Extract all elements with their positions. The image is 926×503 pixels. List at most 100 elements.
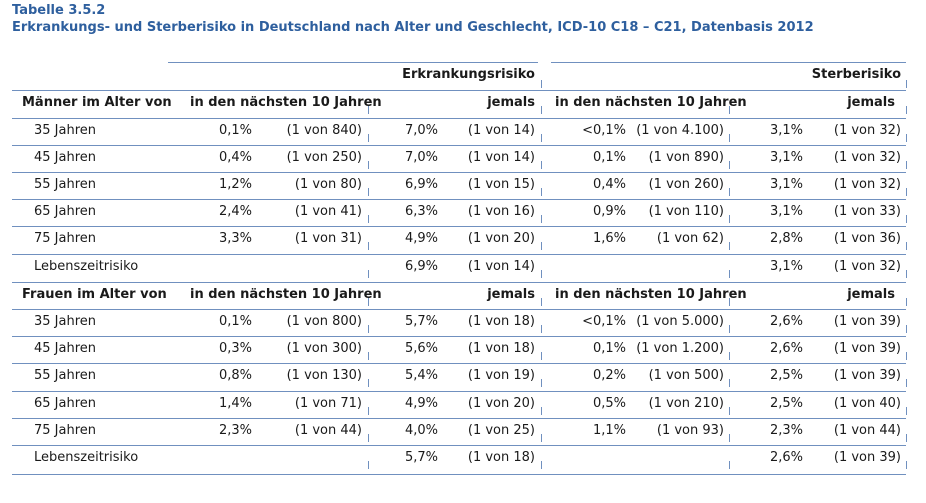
cell-sjp: 2,6% [769,450,803,465]
cell-e10n: (1 von 80) [294,177,362,192]
cell-divider-tick [729,134,730,142]
cell-divider-tick [906,80,907,88]
table-rule [551,62,906,63]
cell-s10p: <0,1% [582,123,626,138]
cell-sjp: 2,6% [769,341,803,356]
table-rule [12,474,906,475]
cell-ejn: (1 von 20) [467,231,535,246]
cell-divider-tick [906,434,907,442]
cell-sjp: 2,3% [769,423,803,438]
cell-ejp: 6,9% [404,177,438,192]
table-rule [12,199,906,200]
cell-sjn: (1 von 32) [833,123,901,138]
table-rule [12,391,906,392]
cell-s10p: 0,2% [592,368,626,383]
table-rule [168,62,538,63]
cell-s10n: (1 von 260) [648,177,724,192]
cell-sjn: (1 von 39) [833,450,901,465]
cell-divider-tick [541,161,542,169]
cell-sjp: 2,8% [769,231,803,246]
cell-divider-tick [729,215,730,223]
cell-divider-tick [729,242,730,250]
cell-divider-tick [906,215,907,223]
cell-divider-tick [368,325,369,333]
cell-e10n: (1 von 41) [294,204,362,219]
cell-s10n: (1 von 62) [656,231,724,246]
table-rule [12,254,906,255]
table-rule [12,336,906,337]
cell-sjp: 3,1% [769,177,803,192]
cell-divider-tick [906,407,907,415]
cell-divider-tick [729,106,730,114]
row-age: 75 Jahren [34,423,97,438]
cell-ejn: (1 von 19) [467,368,535,383]
header-erkrankungsrisiko: Erkrankungsrisiko [402,67,535,82]
table-rule [12,309,906,310]
cell-divider-tick [541,379,542,387]
cell-e10p: 1,2% [218,177,252,192]
cell-e10n: (1 von 250) [286,150,362,165]
subheader-next10: in den nächsten 10 Jahren [190,287,382,302]
cell-ejn: (1 von 18) [467,450,535,465]
cell-divider-tick [541,298,542,306]
cell-divider-tick [541,270,542,278]
cell-sjn: (1 von 39) [833,341,901,356]
row-age: 35 Jahren [34,314,97,329]
table-caption-number: Tabelle 3.5.2 [12,3,106,18]
cell-e10p: 0,8% [218,368,252,383]
cell-ejn: (1 von 18) [467,314,535,329]
cell-divider-tick [729,325,730,333]
table-rule [12,118,906,119]
subheader-next10: in den nächsten 10 Jahren [555,95,747,110]
cell-divider-tick [906,188,907,196]
cell-ejp: 7,0% [404,123,438,138]
cell-divider-tick [729,270,730,278]
cell-s10p: 1,1% [592,423,626,438]
cell-ejp: 4,0% [404,423,438,438]
row-age: 45 Jahren [34,150,97,165]
subheader-ever: jemals [487,95,535,110]
cell-divider-tick [368,298,369,306]
cell-e10n: (1 von 300) [286,341,362,356]
cell-s10n: (1 von 890) [648,150,724,165]
cell-divider-tick [368,215,369,223]
cell-divider-tick [906,461,907,469]
subheader-next10: in den nächsten 10 Jahren [190,95,382,110]
cell-divider-tick [541,242,542,250]
group-label: Männer im Alter von [22,95,172,110]
table-rule [12,145,906,146]
cell-divider-tick [729,461,730,469]
cell-s10p: 0,9% [592,204,626,219]
cell-divider-tick [541,188,542,196]
cell-ejn: (1 von 25) [467,423,535,438]
cell-divider-tick [906,270,907,278]
cell-e10n: (1 von 44) [294,423,362,438]
cell-sjp: 2,6% [769,314,803,329]
cell-sjp: 3,1% [769,259,803,274]
cell-divider-tick [729,352,730,360]
subheader-next10: in den nächsten 10 Jahren [555,287,747,302]
cell-e10p: 0,1% [218,123,252,138]
cell-divider-tick [906,298,907,306]
cell-divider-tick [729,407,730,415]
cell-ejp: 6,9% [404,259,438,274]
table-rule [12,282,906,283]
cell-sjn: (1 von 32) [833,150,901,165]
row-age: 55 Jahren [34,368,97,383]
cell-divider-tick [541,134,542,142]
cell-divider-tick [906,352,907,360]
cell-divider-tick [541,215,542,223]
cell-ejp: 4,9% [404,396,438,411]
cell-ejn: (1 von 14) [467,123,535,138]
cell-ejn: (1 von 14) [467,259,535,274]
cell-sjp: 3,1% [769,123,803,138]
cell-ejp: 5,4% [404,368,438,383]
cell-sjn: (1 von 36) [833,231,901,246]
cell-ejn: (1 von 20) [467,396,535,411]
cell-divider-tick [368,106,369,114]
cell-e10p: 0,4% [218,150,252,165]
row-age: Lebenszeitrisiko [34,450,139,465]
cell-ejn: (1 von 14) [467,150,535,165]
cell-ejp: 5,7% [404,314,438,329]
cell-divider-tick [729,161,730,169]
